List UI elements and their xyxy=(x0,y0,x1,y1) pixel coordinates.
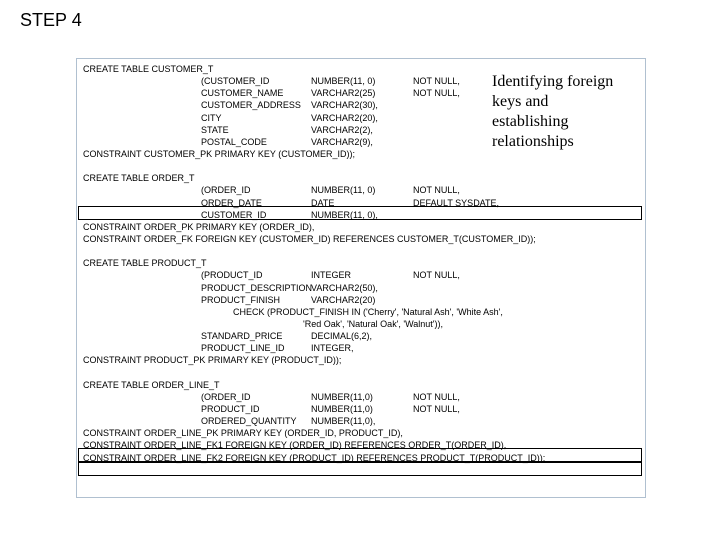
product-constraint: CONSTRAINT PRODUCT_PK PRIMARY KEY (PRODU… xyxy=(77,354,645,366)
product-col-2: PRODUCT_FINISHVARCHAR2(20) xyxy=(77,294,645,306)
step-title: STEP 4 xyxy=(20,10,82,31)
create-order: CREATE TABLE ORDER_T xyxy=(77,172,645,184)
ol-col-2: ORDERED_QUANTITYNUMBER(11,0), xyxy=(77,415,645,427)
spacer xyxy=(77,367,645,379)
create-order-line: CREATE TABLE ORDER_LINE_T xyxy=(77,379,645,391)
callout-text: Identifying foreign keys and establishin… xyxy=(490,70,630,154)
ol-constraint-pk: CONSTRAINT ORDER_LINE_PK PRIMARY KEY (OR… xyxy=(77,427,645,439)
product-col-0: (PRODUCT_IDINTEGERNOT NULL, xyxy=(77,269,645,281)
product-col-sp: STANDARD_PRICEDECIMAL(6,2), xyxy=(77,330,645,342)
ol-constraint-fk1: CONSTRAINT ORDER_LINE_FK1 FOREIGN KEY (O… xyxy=(77,439,645,451)
order-col-1: ORDER_DATEDATEDEFAULT SYSDATE, xyxy=(77,197,645,209)
ol-constraint-fk2: CONSTRAINT ORDER_LINE_FK2 FOREIGN KEY (P… xyxy=(77,452,645,464)
product-check2: 'Red Oak', 'Natural Oak', 'Walnut')), xyxy=(77,318,645,330)
ol-col-1: PRODUCT_IDNUMBER(11,0)NOT NULL, xyxy=(77,403,645,415)
product-col-1: PRODUCT_DESCRIPTIONVARCHAR2(50), xyxy=(77,282,645,294)
product-col-plid: PRODUCT_LINE_IDINTEGER, xyxy=(77,342,645,354)
order-col-2: CUSTOMER_IDNUMBER(11, 0), xyxy=(77,209,645,221)
create-product: CREATE TABLE PRODUCT_T xyxy=(77,257,645,269)
spacer xyxy=(77,245,645,257)
order-constraint-fk: CONSTRAINT ORDER_FK FOREIGN KEY (CUSTOME… xyxy=(77,233,645,245)
spacer xyxy=(77,160,645,172)
order-col-0: (ORDER_IDNUMBER(11, 0)NOT NULL, xyxy=(77,184,645,196)
product-check1: CHECK (PRODUCT_FINISH IN ('Cherry', 'Nat… xyxy=(77,306,645,318)
order-constraint-pk: CONSTRAINT ORDER_PK PRIMARY KEY (ORDER_I… xyxy=(77,221,645,233)
ol-col-0: (ORDER_IDNUMBER(11,0)NOT NULL, xyxy=(77,391,645,403)
